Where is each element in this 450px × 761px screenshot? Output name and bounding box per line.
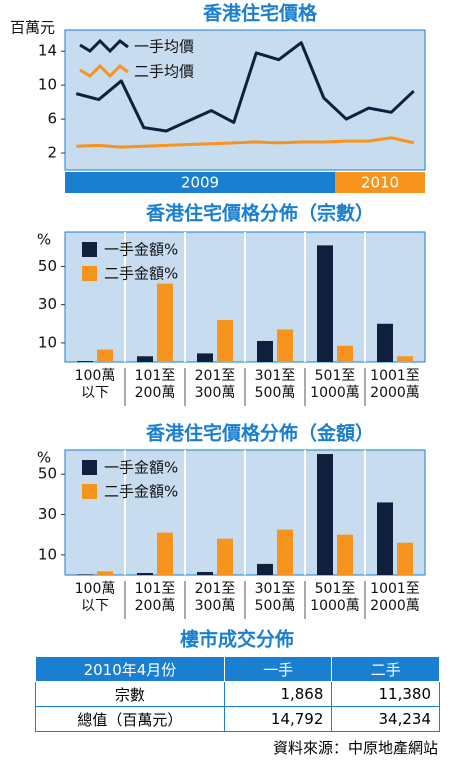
header-cell: 2010年4月份 [35, 656, 225, 682]
legend-icon [79, 63, 129, 79]
y-tick-label: 10 [38, 76, 57, 94]
chart-title: 香港住宅價格 [202, 2, 318, 25]
y-tick-label: 50 [38, 465, 57, 483]
cell: 34,234 [331, 706, 440, 732]
bar [197, 353, 213, 362]
header-cell: 一手 [223, 656, 333, 682]
x-tick-label: 301至 500萬 [254, 581, 296, 614]
legend-swatch [82, 460, 97, 475]
x-tick-label: 101至 200萬 [134, 581, 176, 614]
y-axis-label: % [37, 449, 51, 467]
x-tick-label: 501至 1000萬 [310, 368, 360, 401]
y-tick-label: 50 [38, 257, 57, 275]
cell: 11,380 [331, 681, 440, 707]
bar [257, 340, 273, 362]
bar [317, 454, 333, 575]
table-title: 樓市成交分佈 [180, 628, 294, 651]
row-label: 宗數 [35, 681, 225, 707]
legend-swatch [82, 242, 97, 257]
x-tick-label: 501至 1000萬 [310, 581, 360, 614]
x-tick-label: 201至 300萬 [194, 581, 236, 614]
chart-title: 香港住宅價格分佈（金額） [145, 422, 374, 445]
y-tick-label: 30 [38, 505, 57, 523]
deal-table: 2010年4月份 一手 二手 宗數 1,868 11,380 總值（百萬元） 1… [35, 656, 440, 732]
bar [97, 349, 113, 362]
bar [317, 245, 333, 362]
bar [337, 534, 353, 575]
y-tick-label: 14 [38, 42, 57, 60]
x-tick-label: 101至 200萬 [134, 368, 176, 401]
period-band [335, 172, 425, 193]
legend-label: 一手均價 [134, 38, 194, 56]
x-tick-label: 301至 500萬 [254, 368, 296, 401]
bar [337, 345, 353, 362]
legend-label: 一手金額% [104, 241, 178, 259]
header-cell: 二手 [331, 656, 440, 682]
x-tick-label: 100萬 以下 [74, 581, 116, 614]
legend-swatch [82, 484, 97, 499]
y-tick-label: 10 [38, 333, 57, 351]
legend-swatch [82, 266, 97, 281]
row-label: 總值（百萬元） [35, 706, 225, 732]
bar [157, 532, 173, 575]
bar [197, 571, 213, 575]
legend-icon [79, 38, 129, 54]
bar [257, 563, 273, 575]
bar [217, 319, 233, 362]
y-axis-label: 百萬元 [10, 19, 55, 37]
period-band [65, 172, 335, 193]
bar [397, 356, 413, 362]
bar [77, 574, 93, 575]
bar [137, 356, 153, 362]
line-series [76, 136, 415, 149]
chart-title: 香港住宅價格分佈（宗數） [145, 202, 374, 225]
x-tick-label: 100萬 以下 [74, 368, 116, 401]
cell: 1,868 [223, 681, 333, 707]
plot-area [64, 29, 426, 171]
bar [377, 502, 393, 575]
source-note: 資料來源：中原地產網站 [272, 739, 438, 757]
y-axis-label: % [37, 231, 51, 249]
legend-label: 一手金額% [104, 459, 178, 477]
bar [77, 361, 93, 362]
bar [97, 571, 113, 575]
line-series [75, 41, 415, 133]
bar [277, 529, 293, 575]
legend-label: 二手金額% [104, 483, 178, 501]
y-tick-label: 30 [38, 295, 57, 313]
bar [137, 572, 153, 575]
y-tick-label: 10 [38, 545, 57, 563]
bar [397, 542, 413, 575]
period-label: 2010 [361, 174, 399, 192]
cell: 14,792 [223, 706, 333, 732]
bar [377, 323, 393, 362]
legend-label: 二手均價 [134, 63, 194, 81]
x-tick-label: 1001至 2000萬 [370, 581, 420, 614]
legend-label: 二手金額% [104, 265, 178, 283]
x-tick-label: 1001至 2000萬 [370, 368, 420, 401]
bar [217, 538, 233, 575]
period-label: 2009 [181, 174, 219, 192]
bar [277, 329, 293, 362]
y-tick-label: 6 [47, 110, 57, 128]
x-tick-label: 201至 300萬 [194, 368, 236, 401]
bar [157, 283, 173, 362]
y-tick-label: 2 [47, 144, 57, 162]
